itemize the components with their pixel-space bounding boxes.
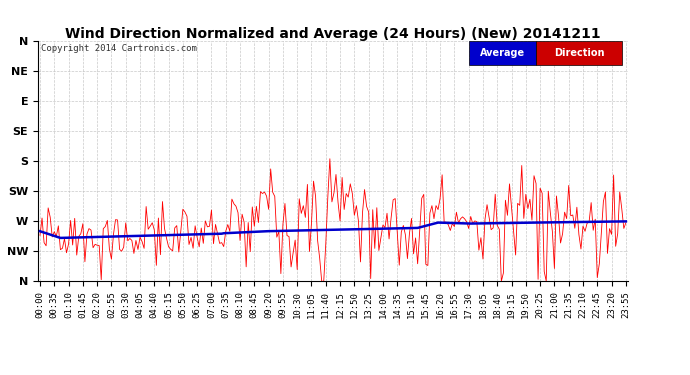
Bar xyxy=(536,41,622,65)
Text: Average: Average xyxy=(480,48,525,58)
Text: Copyright 2014 Cartronics.com: Copyright 2014 Cartronics.com xyxy=(41,44,197,52)
Title: Wind Direction Normalized and Average (24 Hours) (New) 20141211: Wind Direction Normalized and Average (2… xyxy=(65,27,601,41)
Bar xyxy=(469,41,536,65)
Text: Direction: Direction xyxy=(554,48,604,58)
